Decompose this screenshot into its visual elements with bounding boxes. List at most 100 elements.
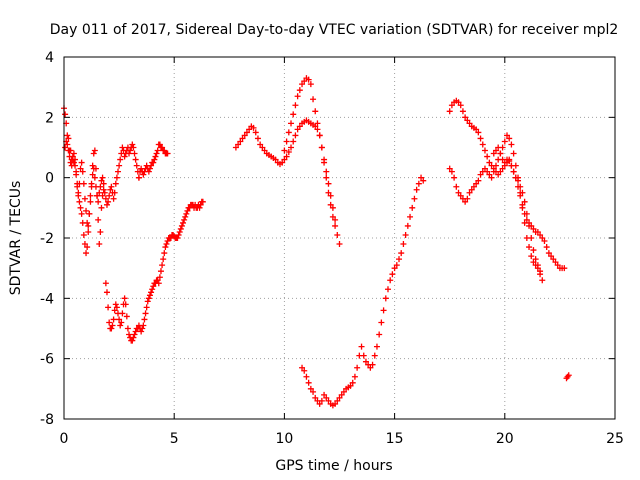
data-point [81,241,88,248]
data-point [85,228,92,235]
data-point [325,180,332,187]
data-point [148,162,155,169]
x-tick-label: 10 [275,431,293,447]
data-point [145,295,152,302]
data-point [519,204,526,211]
data-point [156,274,163,281]
data-point [180,219,187,226]
data-point [87,198,94,205]
data-point [455,189,462,196]
data-point [490,150,497,157]
data-point [66,153,73,160]
data-point [84,244,91,251]
data-point [415,180,422,187]
data-point [321,391,328,398]
data-point [117,322,124,329]
data-point [175,231,182,238]
data-point [325,189,332,196]
data-point [539,277,546,284]
data-point [97,183,104,190]
data-point [116,316,123,323]
data-point [462,198,469,205]
data-point [537,231,544,238]
data-point [121,153,128,160]
data-point [86,210,93,217]
data-point [451,174,458,181]
series-9 [490,144,544,275]
data-point [515,177,522,184]
data-point [528,253,535,260]
data-point [99,174,106,181]
data-point [116,162,123,169]
data-point [534,228,541,235]
data-point [321,156,328,163]
data-point [327,201,334,208]
data-point [235,141,242,148]
data-point [78,159,85,166]
data-point [257,141,264,148]
data-point [407,213,414,220]
data-point [316,132,323,139]
data-point [393,262,400,269]
data-point [354,364,361,371]
data-point [122,301,129,308]
data-point [310,388,317,395]
data-point [70,150,77,157]
data-point [323,168,330,175]
data-point [146,165,153,172]
data-point [72,156,79,163]
data-point [67,159,74,166]
data-point [479,141,486,148]
data-point [484,168,491,175]
x-axis-label: GPS time / hours [275,458,392,474]
data-point [446,165,453,172]
data-point [537,268,544,275]
data-point [475,129,482,136]
data-point [261,147,268,154]
data-point [91,147,98,154]
data-point [159,144,166,151]
data-point [530,247,537,254]
data-point [332,216,339,223]
data-point [464,195,471,202]
data-point [373,343,380,350]
data-point [241,132,248,139]
data-point [83,250,90,257]
data-point [177,225,184,232]
data-point [254,135,261,142]
data-point [490,168,497,175]
data-point [481,147,488,154]
data-point [181,216,188,223]
data-point [541,238,548,245]
data-point [97,228,104,235]
data-point [338,391,345,398]
data-point [492,162,499,169]
data-point [290,111,297,118]
data-point [349,379,356,386]
data-point [143,304,150,311]
data-point [98,177,105,184]
data-point [133,162,140,169]
x-axis-ticks: 0 5 10 15 20 25 [60,57,624,447]
data-point [292,132,299,139]
y-tick-label: -8 [40,412,54,428]
data-point [281,147,288,154]
data-point [92,165,99,172]
data-point [138,328,145,335]
series-1 [62,138,107,248]
x-tick-label: 15 [386,431,404,447]
data-point [466,120,473,127]
data-point [402,231,409,238]
data-point [526,244,533,251]
data-point [152,153,159,160]
data-point [523,210,530,217]
data-point [519,189,526,196]
data-point [151,156,158,163]
data-point [237,138,244,145]
data-point [477,135,484,142]
data-point [358,343,365,350]
data-point [102,280,109,287]
data-point [459,108,466,115]
data-point [512,174,519,181]
